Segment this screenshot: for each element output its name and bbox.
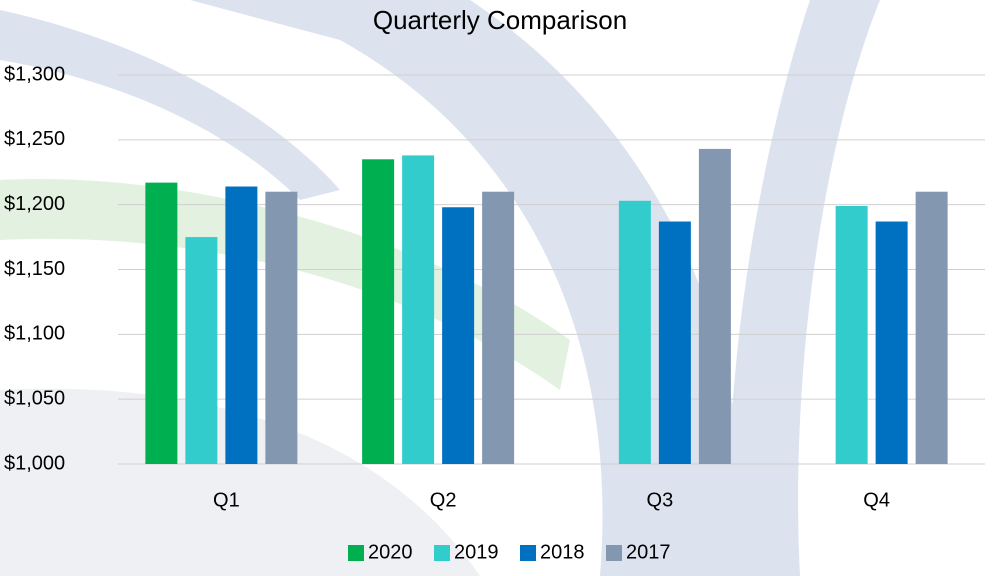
bar <box>442 207 475 464</box>
chart-title: Quarterly Comparison <box>373 5 627 35</box>
y-tick-label: $1,250 <box>4 128 65 150</box>
background-decoration <box>0 0 880 576</box>
bar <box>362 159 395 465</box>
y-tick-label: $1,150 <box>4 258 65 280</box>
legend-swatch <box>606 545 622 561</box>
x-tick-label: Q4 <box>863 489 890 511</box>
y-tick-label: $1,050 <box>4 387 65 409</box>
x-tick-label: Q3 <box>647 489 674 511</box>
x-tick-label: Q1 <box>213 489 240 511</box>
bar <box>875 221 908 464</box>
y-tick-label: $1,200 <box>4 193 65 215</box>
bar <box>185 237 218 464</box>
legend-label: 2017 <box>626 541 671 563</box>
bar <box>482 191 515 464</box>
bar <box>658 221 691 464</box>
bar <box>402 155 435 465</box>
y-tick-label: $1,100 <box>4 323 65 345</box>
legend-label: 2020 <box>368 541 413 563</box>
bar <box>618 200 651 464</box>
y-tick-label: $1,300 <box>4 63 65 85</box>
bar <box>835 205 868 465</box>
bar <box>145 182 178 464</box>
bar <box>698 148 731 464</box>
bar <box>265 191 298 464</box>
bar <box>915 191 948 464</box>
legend-label: 2019 <box>454 541 499 563</box>
legend-swatch <box>348 545 364 561</box>
legend-swatch <box>434 545 450 561</box>
bar <box>225 186 258 464</box>
x-tick-label: Q2 <box>430 489 457 511</box>
legend-swatch <box>520 545 536 561</box>
y-tick-label: $1,000 <box>4 452 65 474</box>
legend-label: 2018 <box>540 541 585 563</box>
